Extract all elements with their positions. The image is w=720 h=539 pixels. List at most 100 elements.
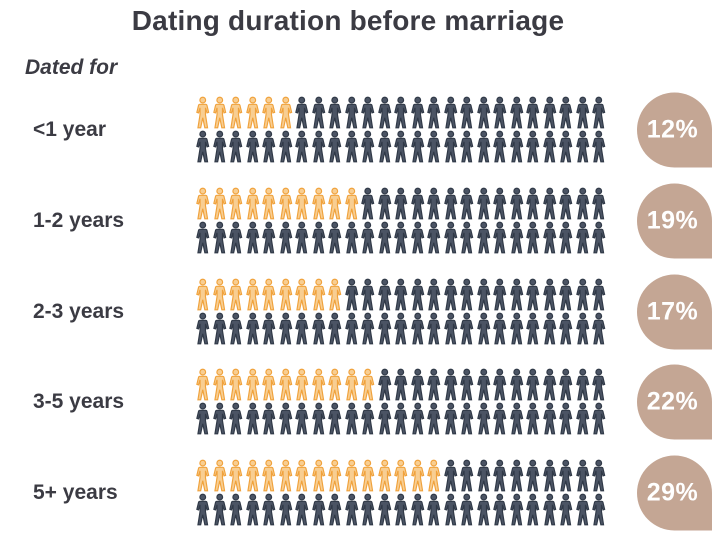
person-icon <box>245 312 259 345</box>
person-icon <box>542 493 556 526</box>
person-icon-highlighted <box>262 96 276 129</box>
person-icon <box>509 493 523 526</box>
percentage-value: 22% <box>646 387 699 416</box>
person-icon <box>460 130 474 163</box>
person-icon-highlighted <box>212 459 226 492</box>
person-icon <box>526 459 540 492</box>
person-icon <box>460 221 474 254</box>
person-icon-highlighted <box>328 368 342 401</box>
person-icon <box>443 459 457 492</box>
person-icon <box>592 402 606 435</box>
person-icon <box>295 402 309 435</box>
person-icon-highlighted <box>212 187 226 220</box>
icon-line-top <box>195 187 608 221</box>
person-icon <box>245 130 259 163</box>
person-icon <box>542 368 556 401</box>
person-icon <box>344 402 358 435</box>
person-icon <box>245 221 259 254</box>
chart-row: 2-3 years 17% <box>0 274 720 350</box>
person-icon <box>526 368 540 401</box>
percentage-badge: 12% <box>637 92 712 168</box>
person-icon <box>460 368 474 401</box>
person-icon <box>344 96 358 129</box>
person-icon-highlighted <box>278 96 292 129</box>
person-icon <box>278 312 292 345</box>
person-icon <box>394 130 408 163</box>
person-icon <box>460 278 474 311</box>
person-icon <box>592 221 606 254</box>
person-icon <box>575 493 589 526</box>
person-icon <box>526 402 540 435</box>
person-icon <box>212 130 226 163</box>
person-icon <box>427 402 441 435</box>
person-icon-highlighted <box>278 278 292 311</box>
person-icon-highlighted <box>295 187 309 220</box>
person-icon-highlighted <box>212 96 226 129</box>
person-icon <box>509 96 523 129</box>
person-icon <box>493 130 507 163</box>
person-icon <box>559 402 573 435</box>
person-icon <box>575 187 589 220</box>
icon-line-top <box>195 368 608 402</box>
person-icon <box>460 493 474 526</box>
person-icon <box>311 312 325 345</box>
person-icon-highlighted <box>344 459 358 492</box>
person-icon <box>460 459 474 492</box>
icon-line-bottom <box>195 221 608 255</box>
person-icon <box>212 493 226 526</box>
person-icon <box>559 493 573 526</box>
percentage-badge: 17% <box>637 274 712 350</box>
person-icon <box>344 130 358 163</box>
person-icon <box>394 278 408 311</box>
person-icon <box>427 493 441 526</box>
person-icon-highlighted <box>311 278 325 311</box>
person-icon <box>311 130 325 163</box>
person-icon <box>559 312 573 345</box>
category-label: 5+ years <box>33 481 118 504</box>
person-icon <box>542 402 556 435</box>
person-icon <box>245 493 259 526</box>
person-icon <box>509 312 523 345</box>
person-icon <box>229 221 243 254</box>
person-icon-highlighted <box>278 368 292 401</box>
person-icon-highlighted <box>394 459 408 492</box>
percentage-value: 12% <box>646 115 699 144</box>
person-icon <box>476 96 490 129</box>
person-icon <box>542 278 556 311</box>
person-icon <box>361 312 375 345</box>
person-icon <box>443 130 457 163</box>
person-icon <box>427 278 441 311</box>
person-icon <box>509 459 523 492</box>
person-icon <box>328 493 342 526</box>
person-icon <box>559 368 573 401</box>
icon-line-bottom <box>195 312 608 346</box>
person-icon-highlighted <box>377 459 391 492</box>
person-icon <box>377 187 391 220</box>
person-icon <box>311 402 325 435</box>
person-icon <box>559 221 573 254</box>
percentage-value: 29% <box>646 478 699 507</box>
person-icon <box>278 493 292 526</box>
person-icon-highlighted <box>295 459 309 492</box>
person-icon <box>592 493 606 526</box>
person-icon <box>592 130 606 163</box>
person-icon <box>476 368 490 401</box>
person-icon-highlighted <box>245 187 259 220</box>
person-icon-highlighted <box>427 459 441 492</box>
person-icon <box>575 130 589 163</box>
person-icon <box>542 187 556 220</box>
person-icon-highlighted <box>361 368 375 401</box>
person-icon <box>443 221 457 254</box>
icon-grid <box>195 459 608 527</box>
person-icon-highlighted <box>196 278 210 311</box>
person-icon-highlighted <box>328 459 342 492</box>
person-icon <box>443 312 457 345</box>
person-icon <box>229 493 243 526</box>
icon-line-top <box>195 96 608 130</box>
person-icon <box>493 187 507 220</box>
person-icon-highlighted <box>229 278 243 311</box>
person-icon <box>575 368 589 401</box>
person-icon-highlighted <box>212 278 226 311</box>
category-label: 2-3 years <box>33 300 125 323</box>
